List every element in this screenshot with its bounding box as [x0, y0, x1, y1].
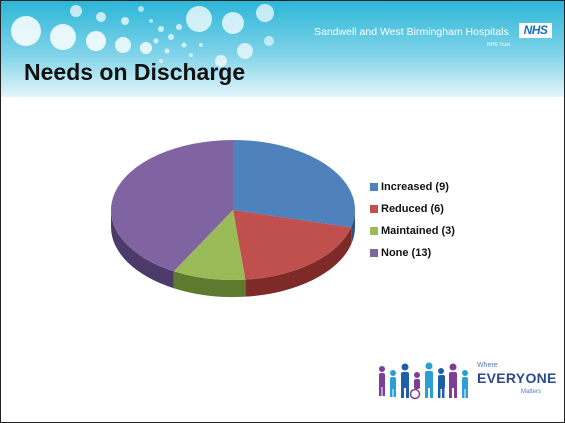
- decorative-dots: [11, 4, 274, 67]
- pie-slice-side-1: [245, 227, 352, 297]
- legend-label: Increased (9): [381, 181, 449, 193]
- legend-swatch: [370, 227, 378, 235]
- legend-swatch: [370, 183, 378, 191]
- page-title: Needs on Discharge: [24, 59, 246, 85]
- people-silhouettes-icon: [379, 362, 468, 400]
- chart-legend: Increased (9) Reduced (6) Maintained (3) No…: [370, 176, 455, 264]
- legend-swatch: [370, 249, 378, 257]
- pie-slice-side-0: [351, 210, 355, 245]
- pie-slice-0: [233, 140, 356, 228]
- pie-slice-1: [233, 210, 352, 280]
- pie-slice-3: [111, 140, 233, 272]
- legend-swatch: [370, 205, 378, 213]
- pie-slice-side-3: [111, 210, 174, 289]
- pie-slice-2: [173, 210, 246, 280]
- legend-item: Increased (9): [370, 176, 455, 198]
- header-background: [1, 1, 564, 97]
- legend-label: Maintained (3): [381, 225, 455, 237]
- nhs-logo: NHS: [519, 23, 552, 38]
- trust-subtitle: NHS Trust: [487, 42, 511, 48]
- legend-label: None (13): [381, 247, 432, 259]
- legend-label: Reduced (6): [381, 203, 444, 215]
- legend-item: Maintained (3): [370, 220, 455, 242]
- header-banner: Sandwell and West Birmingham Hospitals N…: [1, 1, 564, 97]
- pie-chart: [111, 140, 356, 297]
- everyone-matters-logo: [379, 362, 468, 400]
- legend-item: Reduced (6): [370, 198, 455, 220]
- brand-everyone: EVERYONE: [477, 370, 557, 386]
- brand-matters: Matters: [521, 389, 542, 395]
- trust-name: Sandwell and West Birmingham Hospitals: [314, 26, 509, 38]
- brand-where: Where: [477, 362, 498, 369]
- legend-item: None (13): [370, 242, 455, 264]
- pie-slice-side-2: [173, 271, 246, 297]
